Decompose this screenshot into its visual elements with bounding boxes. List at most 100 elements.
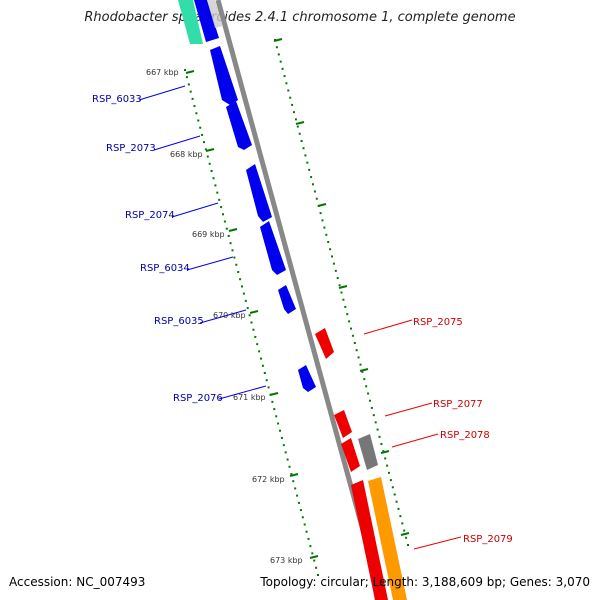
label-connector [186, 256, 234, 271]
gene-label-rsp-6034[interactable]: RSP_6034 [140, 263, 190, 274]
track-dot [338, 284, 341, 287]
label-connector [138, 85, 186, 101]
track-dot [391, 486, 394, 489]
label-connector [413, 536, 462, 550]
track-dot [300, 140, 303, 142]
track-dot [303, 523, 306, 526]
gene-label-rsp-2079[interactable]: RSP_2079 [463, 534, 513, 545]
label-connector [171, 202, 219, 218]
reverse-gene-rsp-2077[interactable] [334, 410, 352, 438]
gene-label-rsp-2073[interactable]: RSP_2073 [106, 143, 156, 154]
green-feature [178, 0, 203, 44]
label-connector [384, 402, 433, 417]
track-dot [227, 234, 230, 237]
track-dot [357, 356, 360, 359]
track-dot [325, 233, 328, 236]
track-dot [277, 53, 280, 56]
track-dot [283, 75, 286, 78]
ruler-label: 670 kbp [213, 311, 246, 320]
track-dot [299, 509, 302, 512]
track-dot [210, 170, 213, 172]
reverse-gene-rsp-2079[interactable] [351, 480, 388, 600]
label-connector [199, 309, 247, 324]
gray-feature-top [207, 0, 223, 28]
track-dot [214, 184, 217, 187]
pseudo-gene-rsp-2078[interactable] [358, 434, 378, 470]
ruler-label: 671 kbp [233, 393, 266, 402]
forward-gene-rsp-6033[interactable] [210, 46, 238, 105]
reverse-gene-rsp-2075[interactable] [315, 328, 334, 359]
track-dot [195, 112, 198, 115]
track-dot [208, 162, 211, 165]
gene-label-rsp-2075[interactable]: RSP_2075 [413, 317, 463, 328]
track-dot [191, 97, 194, 100]
track-dot [308, 168, 311, 171]
track-dot [199, 126, 202, 129]
label-connector [363, 319, 413, 335]
track-dot [403, 529, 406, 532]
ruler-tick [359, 368, 369, 372]
track-dot [332, 262, 335, 265]
track-dot [386, 464, 389, 467]
track-dot [355, 349, 358, 352]
track-dot [296, 494, 299, 497]
track-dot [279, 60, 282, 63]
track-dot [312, 183, 314, 186]
forward-gene-rsp-2076[interactable] [298, 365, 316, 392]
accession-text: Accession: NC_007493 [9, 575, 146, 589]
track-dot [250, 321, 253, 324]
gene-label-rsp-2077[interactable]: RSP_2077 [433, 399, 483, 410]
gene-label-rsp-6035[interactable]: RSP_6035 [154, 316, 204, 327]
ruler-tick [273, 38, 283, 42]
track-dot [235, 263, 238, 266]
gene-label-rsp-6033[interactable]: RSP_6033 [92, 94, 142, 105]
track-dot [301, 516, 304, 519]
forward-gene-rsp-6034[interactable] [260, 221, 286, 275]
track-dot [187, 83, 190, 86]
track-dot [405, 536, 408, 539]
track-dot [244, 299, 247, 302]
track-dot [239, 278, 242, 281]
track-dot [298, 501, 300, 504]
track-dot [367, 392, 370, 395]
gene-label-rsp-2076[interactable]: RSP_2076 [173, 393, 223, 404]
track-dot [229, 242, 232, 245]
track-dot [369, 399, 371, 402]
track-dot [258, 350, 261, 353]
label-connector [218, 385, 267, 400]
track-dot [237, 271, 240, 273]
orange-feature-rsp-2079[interactable] [368, 477, 407, 600]
track-dot [260, 357, 262, 360]
forward-gene-rsp-2074[interactable] [246, 164, 272, 222]
track-dot [315, 566, 318, 569]
track-dot [289, 96, 292, 99]
track-dot [350, 327, 352, 330]
track-dot [397, 507, 400, 510]
forward-gene-rsp-6035[interactable] [278, 285, 296, 314]
track-dot [292, 480, 295, 483]
label-connector [391, 433, 439, 448]
track-dot [263, 372, 266, 374]
gene-label-rsp-2074[interactable]: RSP_2074 [125, 210, 175, 221]
ruler-tick [228, 228, 238, 232]
track-dot [321, 219, 324, 222]
forward-gene-rsp-2073[interactable] [226, 101, 252, 150]
track-dot [315, 197, 318, 200]
ruler-tick [309, 555, 319, 559]
track-dot [252, 328, 255, 331]
gene-label-rsp-2078[interactable]: RSP_2078 [440, 430, 490, 441]
track-dot [184, 69, 186, 71]
track-dot [288, 465, 291, 468]
track-dot [246, 307, 249, 310]
track-dot [365, 385, 368, 388]
track-dot [206, 155, 209, 158]
ruler-tick [338, 285, 348, 289]
track-dot [382, 450, 385, 453]
track-dot [291, 103, 294, 106]
genome-summary: Topology: circular; Length: 3,188,609 bp… [260, 575, 590, 589]
ruler-label: 673 kbp [270, 556, 303, 565]
reverse-gene-rsp-2078[interactable] [341, 438, 360, 472]
